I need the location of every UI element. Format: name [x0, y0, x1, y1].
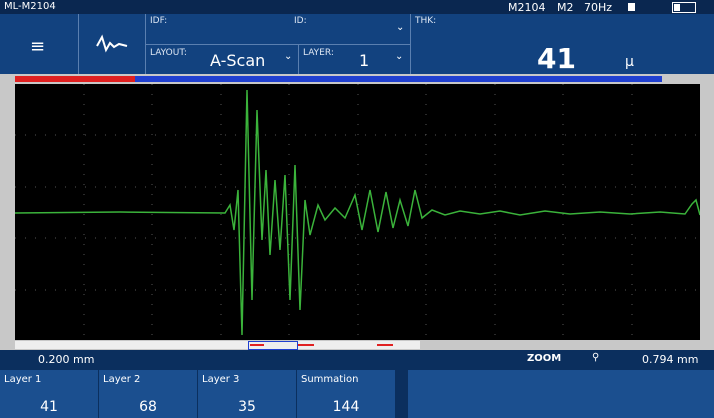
layout-value: A-Scan	[210, 51, 266, 70]
layer-cell: Summation 144	[297, 370, 396, 418]
scroll-bar[interactable]	[15, 341, 420, 349]
layer-value: 1	[359, 51, 370, 70]
zoom-label[interactable]: ZOOM	[527, 353, 562, 364]
layer-value: 144	[332, 399, 360, 415]
lock-icon	[628, 3, 635, 11]
layout-label: LAYOUT:	[150, 48, 187, 58]
gate-red	[15, 76, 135, 82]
battery-icon	[672, 2, 696, 13]
layer-label: LAYER:	[303, 48, 334, 58]
layer-cell: Layer 3 35	[198, 370, 297, 418]
rate: 70Hz	[584, 1, 613, 14]
thk-label: THK:	[415, 16, 437, 26]
layer-value: 35	[238, 399, 256, 415]
gate-marker	[250, 344, 264, 346]
layer-label: Layer 2	[103, 374, 141, 385]
gate-marker	[298, 344, 314, 346]
grid	[15, 84, 700, 340]
layer-cell: Layer 1 41	[0, 370, 99, 418]
wave-icon	[96, 34, 128, 53]
device-name: ML-M2104	[4, 1, 56, 12]
range-start: 0.200 mm	[38, 353, 95, 366]
scan-button[interactable]	[79, 14, 146, 74]
range-end: 0.794 mm	[642, 353, 699, 366]
thk-panel: THK: 41 μ	[411, 14, 714, 75]
id-label: ID:	[294, 16, 307, 26]
empty-cell	[408, 370, 714, 418]
idf-field[interactable]: IDF: ID: ⌄	[146, 14, 411, 45]
waveform	[15, 89, 700, 336]
layer-label: Summation	[301, 374, 359, 385]
layer-field[interactable]: LAYER: 1 ⌄	[299, 45, 411, 74]
layer-label: Layer 3	[202, 374, 240, 385]
status-bar: ML-M2104 M2104 M2 70Hz	[0, 0, 714, 14]
idf-label: IDF:	[150, 16, 168, 26]
gate-marker	[377, 344, 393, 346]
model: M2104	[508, 1, 546, 14]
gate-blue	[135, 76, 662, 82]
mode: M2	[557, 1, 574, 14]
layer-cell: Layer 2 68	[99, 370, 198, 418]
a-scan	[15, 84, 700, 340]
thk-unit: μ	[625, 54, 634, 70]
layer-value: 41	[40, 399, 58, 415]
layout-field[interactable]: LAYOUT: A-Scan ⌄	[146, 45, 299, 74]
thk-value: 41	[537, 42, 576, 75]
layer-value: 68	[139, 399, 157, 415]
layer-label: Layer 1	[4, 374, 42, 385]
menu-button[interactable]: ≡	[0, 14, 79, 74]
scroll-thumb[interactable]	[248, 341, 298, 350]
range-bar: 0.200 mm ZOOM ⚲ 0.794 mm	[0, 350, 714, 369]
